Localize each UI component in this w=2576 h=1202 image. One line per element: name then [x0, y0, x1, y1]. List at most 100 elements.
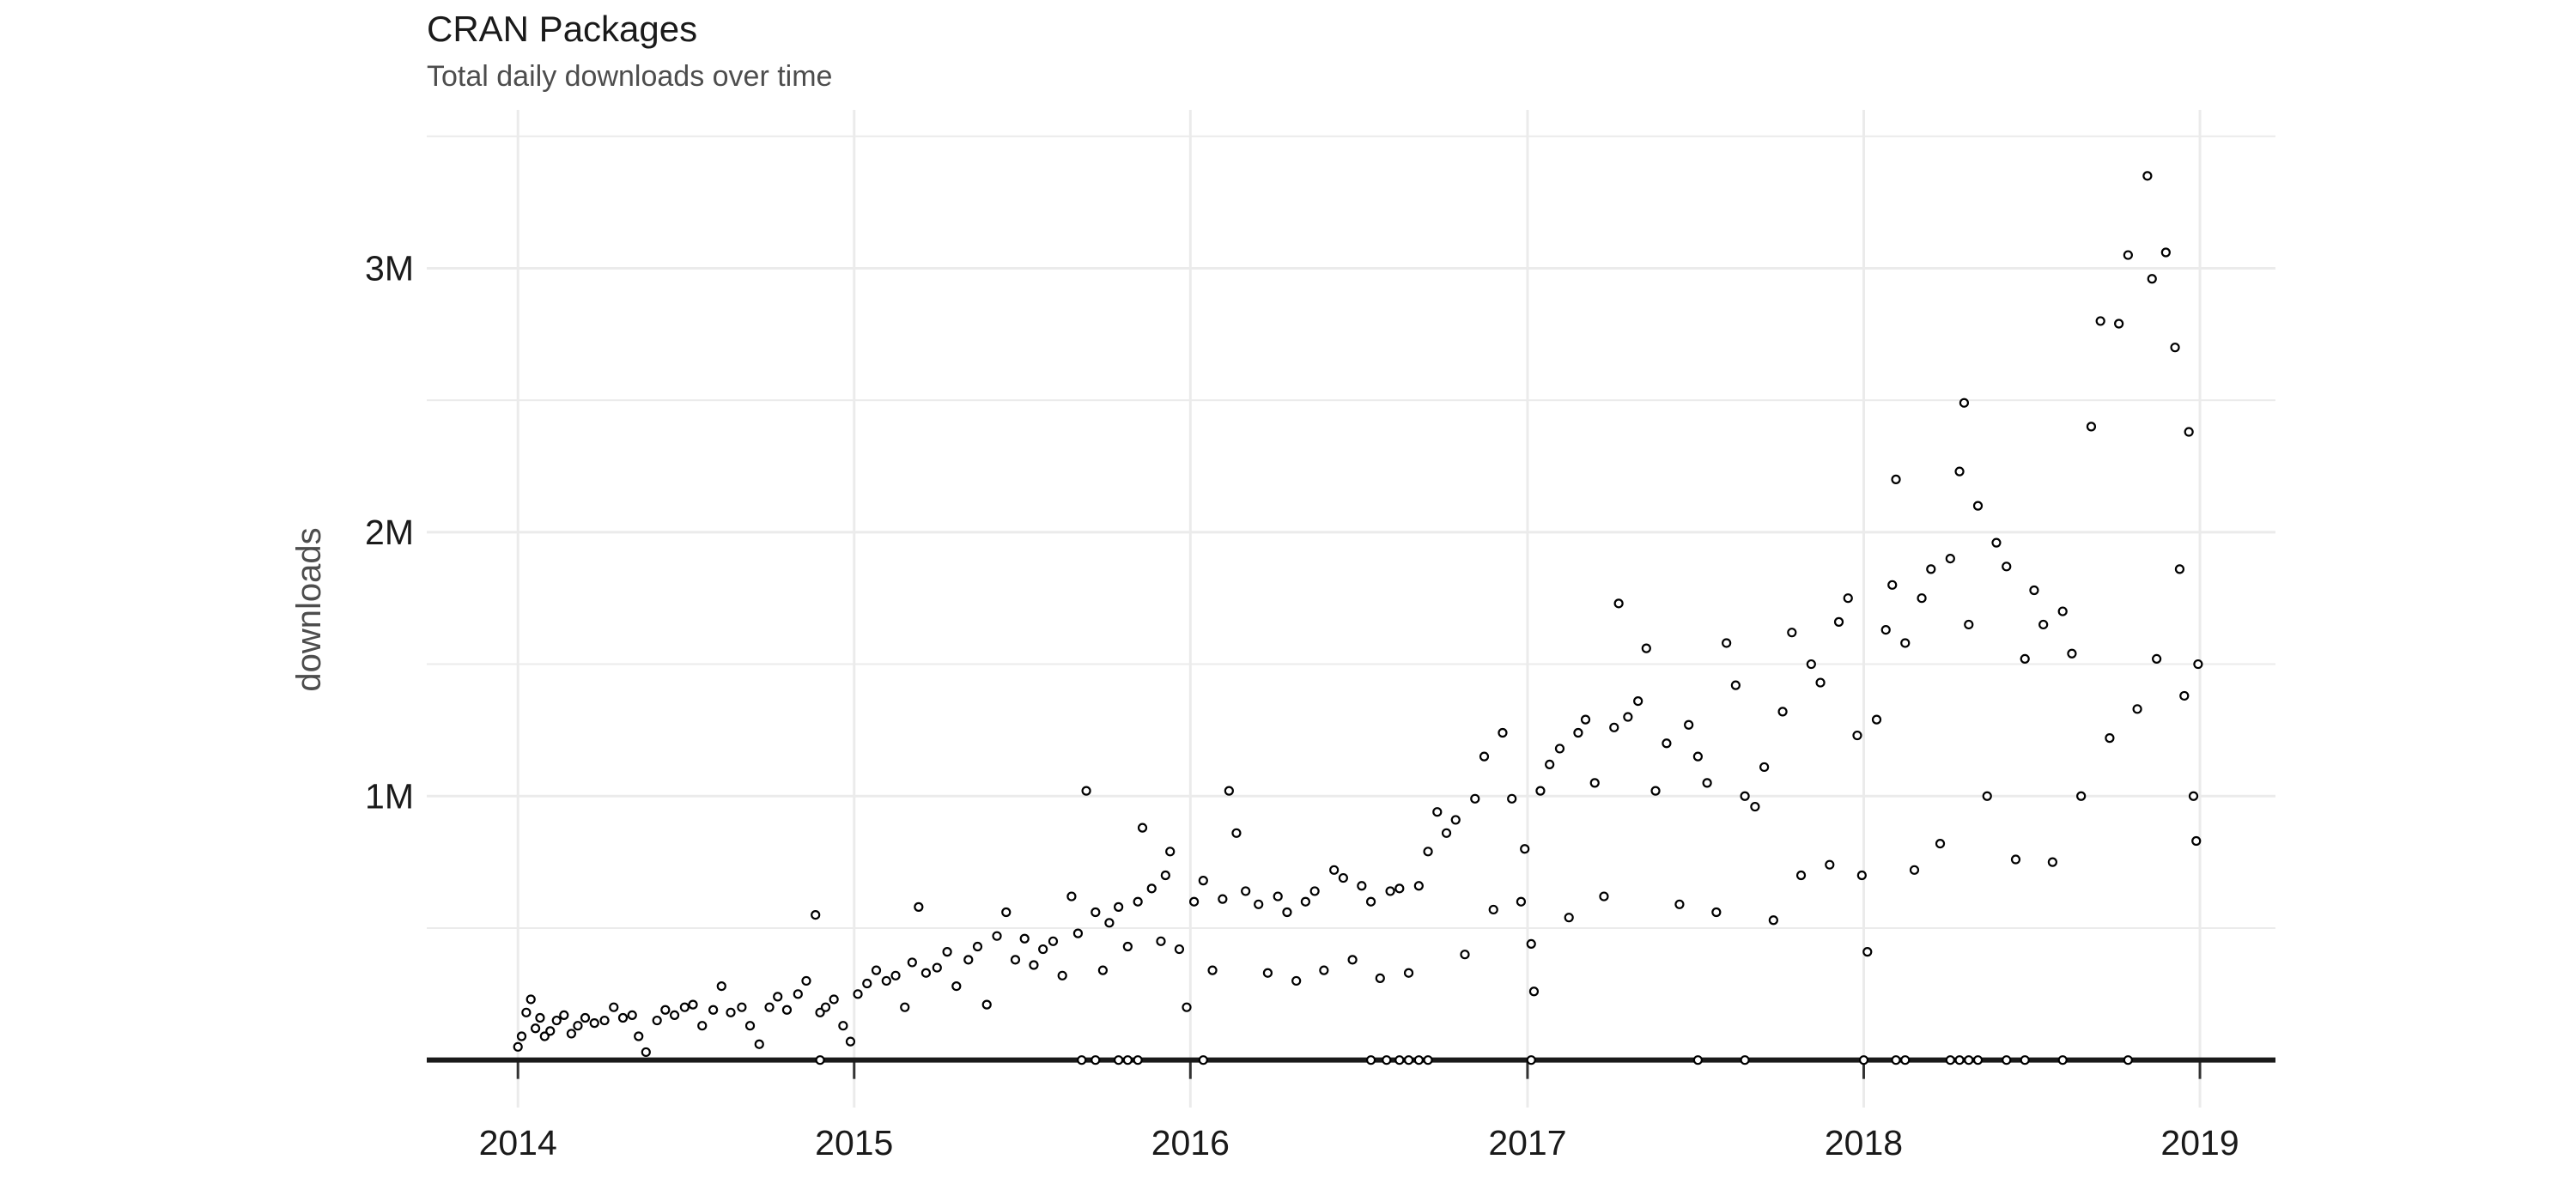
- data-point: [737, 1002, 747, 1012]
- y-tick-label: 3M: [365, 248, 414, 288]
- data-point: [1122, 1055, 1133, 1065]
- data-point: [1564, 913, 1574, 923]
- data-point: [516, 1031, 527, 1041]
- data-point: [1338, 872, 1348, 883]
- data-point: [1825, 859, 1835, 870]
- data-points: [513, 171, 2203, 1065]
- data-point: [1001, 907, 1012, 918]
- data-point: [1057, 970, 1067, 980]
- data-point: [820, 1002, 831, 1012]
- data-point: [627, 1010, 637, 1021]
- data-point: [652, 1015, 662, 1026]
- data-point: [1097, 965, 1108, 975]
- data-point: [1254, 899, 1264, 909]
- data-point: [1156, 936, 1166, 946]
- data-point: [1114, 902, 1124, 912]
- data-point: [845, 1036, 856, 1047]
- data-point: [1641, 643, 1651, 653]
- y-tick-label: 1M: [365, 776, 414, 816]
- data-point: [1740, 791, 1750, 801]
- data-point: [1954, 466, 1965, 477]
- data-point: [1182, 1002, 1192, 1012]
- data-point: [521, 1007, 532, 1017]
- data-point: [1241, 886, 1251, 896]
- data-point: [1122, 941, 1133, 952]
- data-point: [1091, 907, 1101, 918]
- data-point: [1815, 677, 1826, 688]
- data-point: [942, 947, 952, 957]
- data-point: [1609, 722, 1619, 732]
- data-point: [1692, 1055, 1703, 1065]
- data-point: [1795, 870, 1807, 881]
- data-point: [1516, 896, 1527, 907]
- x-tick-label: 2017: [1488, 1123, 1566, 1163]
- data-point: [1972, 501, 1984, 511]
- data-point: [2184, 427, 2194, 437]
- data-point: [838, 1021, 848, 1031]
- data-point: [2047, 857, 2057, 867]
- data-point: [1623, 712, 1633, 722]
- data-point: [1573, 727, 1583, 738]
- data-point: [1077, 1055, 1087, 1065]
- data-point: [1309, 886, 1320, 896]
- data-point: [513, 1041, 523, 1052]
- data-point: [1843, 593, 1853, 604]
- data-point: [2076, 791, 2087, 801]
- data-point: [1198, 876, 1208, 886]
- data-point: [1711, 907, 1722, 918]
- data-point: [1432, 807, 1443, 817]
- data-point: [1218, 894, 1228, 904]
- data-point: [1072, 928, 1084, 938]
- data-point: [1479, 751, 1490, 762]
- x-tick-label: 2019: [2160, 1123, 2239, 1163]
- data-point: [566, 1029, 577, 1039]
- data-point: [2057, 1055, 2068, 1065]
- data-point: [1231, 828, 1242, 838]
- data-point: [1856, 870, 1867, 881]
- data-point: [2086, 422, 2097, 432]
- data-point: [2114, 319, 2124, 329]
- data-point: [1291, 975, 1302, 986]
- data-point: [1959, 398, 1970, 408]
- data-point: [853, 989, 863, 999]
- data-point: [1935, 838, 1946, 849]
- data-point: [1413, 1055, 1424, 1065]
- data-point: [1880, 624, 1891, 635]
- data-point: [1891, 1055, 1901, 1065]
- data-point: [1224, 786, 1234, 796]
- data-point: [1768, 915, 1778, 926]
- data-point: [815, 1055, 825, 1065]
- data-point: [1081, 786, 1091, 796]
- data-point: [2174, 564, 2185, 574]
- data-point: [1526, 1055, 1536, 1065]
- data-point: [2067, 648, 2077, 659]
- data-point: [1528, 986, 1540, 997]
- data-point: [634, 1031, 644, 1041]
- data-point: [1909, 865, 1920, 875]
- data-point: [688, 999, 698, 1010]
- data-point: [2188, 791, 2199, 801]
- data-point: [1019, 933, 1030, 944]
- data-point: [1198, 1055, 1208, 1065]
- data-point: [1580, 714, 1591, 725]
- data-point: [559, 1010, 569, 1021]
- data-point: [1887, 580, 1898, 590]
- data-point: [1991, 537, 2002, 548]
- data-point: [2105, 733, 2115, 744]
- data-point: [1972, 1055, 1984, 1065]
- data-point: [1900, 1055, 1911, 1065]
- data-point: [781, 1005, 793, 1015]
- data-point: [1613, 598, 1624, 609]
- data-point: [1750, 801, 1760, 812]
- data-point: [992, 931, 1002, 941]
- data-point: [900, 1002, 910, 1012]
- data-point: [793, 989, 803, 999]
- data-point: [1375, 973, 1385, 983]
- data-point: [801, 975, 811, 986]
- data-point: [2010, 854, 2021, 865]
- data-point: [1133, 1055, 1143, 1065]
- data-point: [1010, 955, 1021, 965]
- data-point: [1403, 968, 1414, 978]
- data-point: [617, 1012, 629, 1023]
- data-point: [2132, 704, 2142, 714]
